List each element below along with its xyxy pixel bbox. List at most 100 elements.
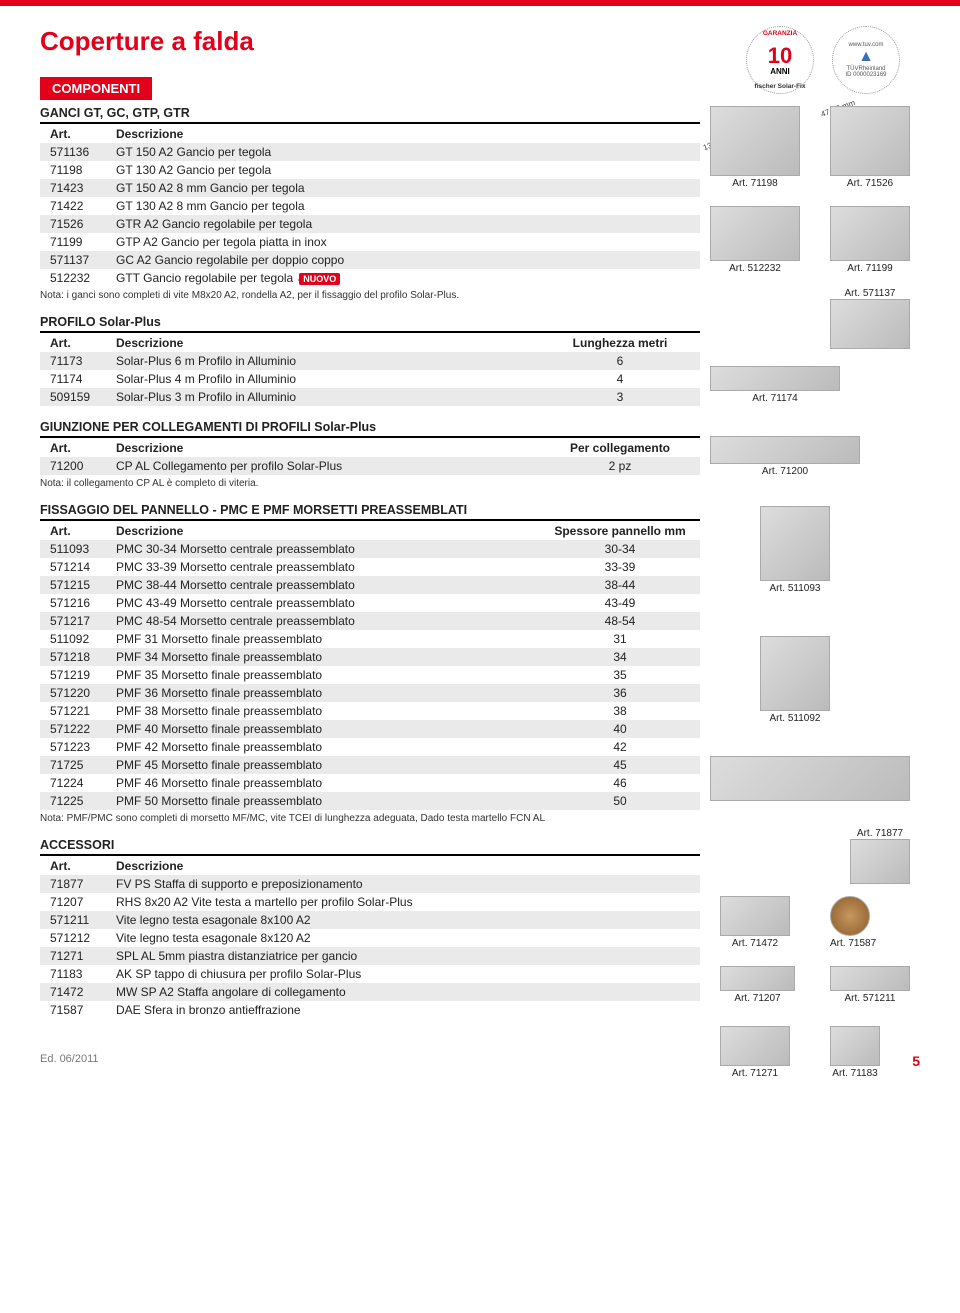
table-cell: 571217 (40, 612, 110, 630)
table-cell: FV PS Staffa di supporto e preposizionam… (110, 875, 700, 893)
table-cell: PMC 33-39 Morsetto centrale preassemblat… (110, 558, 540, 576)
table-row: 571219PMF 35 Morsetto finale preassembla… (40, 666, 700, 684)
table-cell: 71173 (40, 352, 110, 370)
table-row: 511093PMC 30-34 Morsetto centrale preass… (40, 540, 700, 558)
table-cell: PMC 38-44 Morsetto centrale preassemblat… (110, 576, 540, 594)
table-row: 71173Solar-Plus 6 m Profilo in Alluminio… (40, 352, 700, 370)
lbl-71271: Art. 71271 (720, 1068, 790, 1079)
table-cell: 42 (540, 738, 700, 756)
table-row: 571220PMF 36 Morsetto finale preassembla… (40, 684, 700, 702)
table-cell: GT 130 A2 8 mm Gancio per tegola (110, 197, 700, 215)
table-cell: 511092 (40, 630, 110, 648)
table-cell: 571212 (40, 929, 110, 947)
table-cell: GTT Gancio regolabile per tegolaNUOVO (110, 269, 700, 287)
col-desc: Descrizione (110, 439, 540, 457)
giunzione-block: GIUNZIONE PER COLLEGAMENTI DI PROFILI So… (40, 420, 700, 489)
table-cell: PMC 30-34 Morsetto centrale preassemblat… (110, 540, 540, 558)
lbl-571211: Art. 571211 (830, 993, 910, 1004)
table-cell: PMC 48-54 Morsetto centrale preassemblat… (110, 612, 540, 630)
table-cell: 30-34 (540, 540, 700, 558)
table-row: 71200CP AL Collegamento per profilo Sola… (40, 457, 700, 475)
table-cell: 38-44 (540, 576, 700, 594)
section-tag: COMPONENTI (40, 77, 152, 100)
lbl-71183: Art. 71183 (830, 1068, 880, 1079)
fissaggio-table: Art.DescrizioneSpessore pannello mm 5110… (40, 522, 700, 810)
table-cell: PMF 31 Morsetto finale preassemblato (110, 630, 540, 648)
table-row: 71225PMF 50 Morsetto finale preassemblat… (40, 792, 700, 810)
table-cell: 71526 (40, 215, 110, 233)
fissaggio-title: FISSAGGIO DEL PANNELLO - PMC E PMF MORSE… (40, 503, 700, 521)
table-cell: PMF 46 Morsetto finale preassemblato (110, 774, 540, 792)
badges-area: GARANZIA 10 ANNI fischer Solar-Fix www.t… (746, 26, 900, 94)
table-cell: 2 pz (540, 457, 700, 475)
table-cell: DAE Sfera in bronzo antieffrazione (110, 1001, 700, 1019)
table-row: 71199GTP A2 Gancio per tegola piatta in … (40, 233, 700, 251)
table-row: 71198GT 130 A2 Gancio per tegola (40, 161, 700, 179)
table-cell: 4 (540, 370, 700, 388)
table-cell: 40 (540, 720, 700, 738)
table-cell: Solar-Plus 4 m Profilo in Alluminio (110, 370, 540, 388)
table-row: 511092PMF 31 Morsetto finale preassembla… (40, 630, 700, 648)
table-cell: 571222 (40, 720, 110, 738)
table-row: 71271SPL AL 5mm piastra distanziatrice p… (40, 947, 700, 965)
col-sp: Spessore pannello mm (540, 522, 700, 540)
table-cell: 71422 (40, 197, 110, 215)
table-cell: 571136 (40, 143, 110, 161)
lbl-71877: Art. 71877 (850, 828, 910, 839)
table-row: 71877FV PS Staffa di supporto e preposiz… (40, 875, 700, 893)
table-cell: 71725 (40, 756, 110, 774)
table-row: 571212Vite legno testa esagonale 8x120 A… (40, 929, 700, 947)
tuv-id: ID 0000023169 (845, 72, 886, 78)
col-desc: Descrizione (110, 334, 540, 352)
col-art: Art. (40, 522, 110, 540)
table-cell: GT 150 A2 Gancio per tegola (110, 143, 700, 161)
table-cell: GTP A2 Gancio per tegola piatta in inox (110, 233, 700, 251)
table-cell: GT 150 A2 8 mm Gancio per tegola (110, 179, 700, 197)
col-per: Per collegamento (540, 439, 700, 457)
col-desc: Descrizione (110, 857, 700, 875)
lbl-71174: Art. 71174 (710, 393, 840, 404)
table-cell: 35 (540, 666, 700, 684)
lbl-71198: Art. 71198 (710, 178, 800, 189)
table-row: 571222PMF 40 Morsetto finale preassembla… (40, 720, 700, 738)
page-number: 5 (912, 1053, 920, 1069)
table-cell: PMF 42 Morsetto finale preassemblato (110, 738, 540, 756)
table-cell: 71225 (40, 792, 110, 810)
table-cell: GC A2 Gancio regolabile per doppio coppo (110, 251, 700, 269)
table-row: 71422GT 130 A2 8 mm Gancio per tegola (40, 197, 700, 215)
fissaggio-block: FISSAGGIO DEL PANNELLO - PMC E PMF MORSE… (40, 503, 700, 824)
table-cell: PMF 40 Morsetto finale preassemblato (110, 720, 540, 738)
giunzione-title: GIUNZIONE PER COLLEGAMENTI DI PROFILI So… (40, 420, 700, 438)
table-row: 571218PMF 34 Morsetto finale preassembla… (40, 648, 700, 666)
table-cell: PMC 43-49 Morsetto centrale preassemblat… (110, 594, 540, 612)
col-len: Lunghezza metri (540, 334, 700, 352)
table-cell: Vite legno testa esagonale 8x100 A2 (110, 911, 700, 929)
table-cell: 71271 (40, 947, 110, 965)
table-cell: 512232 (40, 269, 110, 287)
lbl-71200: Art. 71200 (710, 466, 860, 477)
lbl-71199: Art. 71199 (830, 263, 910, 274)
table-cell: 571219 (40, 666, 110, 684)
table-cell: 571215 (40, 576, 110, 594)
table-cell: 71877 (40, 875, 110, 893)
table-cell: RHS 8x20 A2 Vite testa a martello per pr… (110, 893, 700, 911)
table-row: 571211Vite legno testa esagonale 8x100 A… (40, 911, 700, 929)
col-desc: Descrizione (110, 125, 700, 143)
giunzione-note: Nota: il collegamento CP AL è completo d… (40, 478, 700, 489)
edition-label: Ed. 06/2011 (40, 1053, 99, 1069)
table-cell: 571211 (40, 911, 110, 929)
warranty-anni: ANNI (768, 67, 792, 76)
table-row: 71207RHS 8x20 A2 Vite testa a martello p… (40, 893, 700, 911)
table-cell: PMF 36 Morsetto finale preassemblato (110, 684, 540, 702)
lbl-71587: Art. 71587 (830, 938, 876, 949)
table-cell: MW SP A2 Staffa angolare di collegamento (110, 983, 700, 1001)
table-cell: 71224 (40, 774, 110, 792)
col-art: Art. (40, 857, 110, 875)
col-art: Art. (40, 334, 110, 352)
table-cell: 33-39 (540, 558, 700, 576)
table-cell: 45 (540, 756, 700, 774)
ganci-note: Nota: i ganci sono completi di vite M8x2… (40, 290, 700, 301)
lbl-71207: Art. 71207 (720, 993, 795, 1004)
table-cell: 71183 (40, 965, 110, 983)
table-cell: 34 (540, 648, 700, 666)
